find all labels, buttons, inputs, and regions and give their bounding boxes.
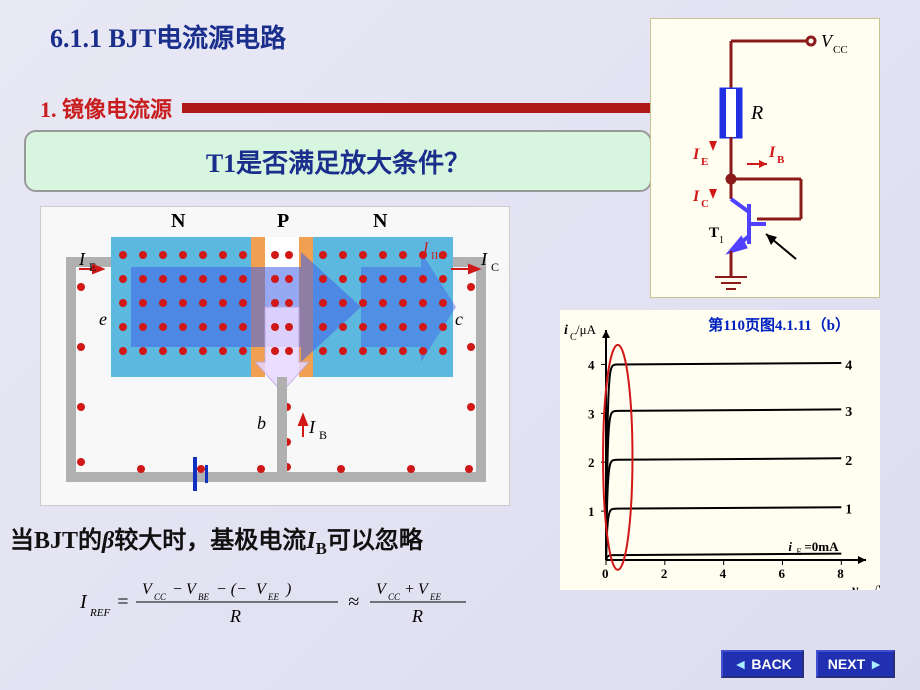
svg-text:3: 3 bbox=[845, 405, 852, 420]
svg-text:=0mA: =0mA bbox=[804, 539, 839, 554]
mirror-circuit: VCC R IE IB IC T1 bbox=[650, 18, 880, 298]
svg-text:REF: REF bbox=[89, 607, 110, 619]
svg-text:4: 4 bbox=[720, 566, 727, 581]
subtitle-bar bbox=[182, 103, 702, 113]
svg-text:CC: CC bbox=[833, 44, 848, 56]
svg-text:R: R bbox=[411, 606, 423, 626]
svg-text:B: B bbox=[777, 154, 785, 166]
svg-text:6: 6 bbox=[778, 566, 785, 581]
question-box: T1是否满足放大条件？ bbox=[24, 130, 652, 192]
svg-text:V: V bbox=[418, 581, 430, 598]
svg-text:I: I bbox=[768, 144, 776, 161]
svg-text:I: I bbox=[422, 240, 429, 257]
svg-text:−: − bbox=[172, 581, 183, 598]
svg-text:C: C bbox=[491, 260, 499, 274]
svg-text:2: 2 bbox=[661, 566, 668, 581]
svg-text:C: C bbox=[701, 198, 709, 210]
statement-text: 当BJT的β较大时，基极电流IB可以忽略 bbox=[10, 520, 423, 559]
svg-text:i: i bbox=[788, 539, 792, 554]
svg-text:I: I bbox=[308, 417, 316, 437]
svg-text:i: i bbox=[564, 323, 568, 338]
svg-text:BE: BE bbox=[198, 592, 209, 602]
svg-text:EE: EE bbox=[267, 592, 279, 602]
nav-buttons: BACK NEXT bbox=[721, 650, 895, 678]
iv-characteristics-chart: 第110页图4.1.11（b） 024681234iC/μAvCB/V4321i… bbox=[560, 310, 880, 590]
svg-text:N: N bbox=[373, 210, 388, 232]
svg-text:CC: CC bbox=[154, 592, 167, 602]
svg-text:2: 2 bbox=[845, 454, 852, 469]
svg-text:c: c bbox=[455, 309, 463, 329]
svg-text:/V: /V bbox=[874, 582, 880, 590]
svg-text:I: I bbox=[480, 249, 488, 269]
npn-svg: N P N e c b IE IC IB IIIC bbox=[41, 207, 511, 507]
svg-text:1: 1 bbox=[719, 235, 724, 246]
npn-structure-diagram: N P N e c b IE IC IB IIIC bbox=[40, 206, 510, 506]
svg-text:/μA: /μA bbox=[576, 322, 597, 337]
svg-text:I: I bbox=[80, 591, 88, 613]
svg-text:b: b bbox=[257, 413, 266, 433]
svg-text:V: V bbox=[256, 581, 268, 598]
svg-text:2: 2 bbox=[588, 455, 595, 470]
svg-text:8: 8 bbox=[837, 566, 844, 581]
svg-text:V: V bbox=[376, 581, 388, 598]
svg-text:E: E bbox=[89, 260, 96, 274]
svg-text:N: N bbox=[171, 210, 186, 232]
svg-text:V: V bbox=[186, 581, 198, 598]
svg-text:e: e bbox=[99, 309, 107, 329]
svg-text:T: T bbox=[709, 225, 719, 241]
svg-text:P: P bbox=[277, 210, 289, 232]
svg-text:≈: ≈ bbox=[348, 591, 359, 613]
section-title: 6.1.1 BJT电流源电路 bbox=[50, 18, 286, 55]
svg-text:R: R bbox=[229, 606, 241, 626]
svg-text:V: V bbox=[142, 581, 154, 598]
svg-text:=: = bbox=[116, 591, 130, 613]
back-button[interactable]: BACK bbox=[721, 650, 803, 678]
svg-text:I: I bbox=[78, 249, 86, 269]
svg-text:0: 0 bbox=[602, 566, 609, 581]
svg-text:CC: CC bbox=[388, 592, 401, 602]
svg-text:I: I bbox=[692, 188, 700, 205]
svg-text:R: R bbox=[750, 102, 763, 124]
subtitle-text: 1. 镜像电流源 bbox=[40, 92, 172, 124]
svg-text:B: B bbox=[319, 428, 327, 442]
svg-text:− (−: − (− bbox=[216, 581, 247, 598]
svg-text:1: 1 bbox=[588, 504, 595, 519]
subtitle-row: 1. 镜像电流源 bbox=[40, 92, 702, 124]
svg-text:+: + bbox=[404, 581, 415, 598]
svg-text:EE: EE bbox=[429, 592, 441, 602]
formula: I REF = VCC − VBE − (− VEE ) R ≈ VCC + V… bbox=[80, 570, 480, 636]
svg-text:E: E bbox=[796, 547, 802, 557]
svg-text:1: 1 bbox=[845, 503, 852, 518]
svg-text:I: I bbox=[692, 146, 700, 163]
svg-text:3: 3 bbox=[588, 406, 595, 421]
svg-text:E: E bbox=[701, 156, 708, 168]
next-button[interactable]: NEXT bbox=[816, 650, 895, 678]
svg-text:v: v bbox=[852, 583, 859, 590]
svg-text:4: 4 bbox=[845, 358, 852, 373]
svg-text:): ) bbox=[285, 581, 291, 598]
svg-text:4: 4 bbox=[588, 357, 595, 372]
iv-chart-title: 第110页图4.1.11（b） bbox=[708, 314, 850, 335]
svg-text:IIC: IIC bbox=[431, 250, 446, 262]
